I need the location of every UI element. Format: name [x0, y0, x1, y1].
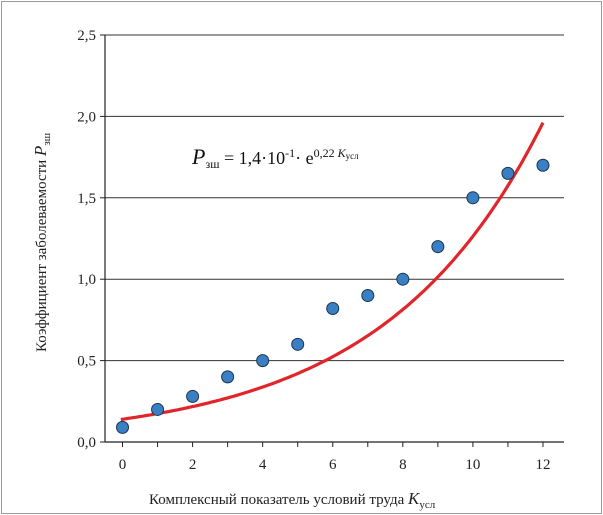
data-point	[326, 302, 340, 316]
y-tick-label: 1,0	[77, 272, 96, 288]
data-point	[256, 354, 270, 368]
x-tick-label: 10	[465, 457, 480, 473]
data-point	[536, 158, 550, 172]
equation-rhs-exponent: -1	[285, 146, 295, 160]
data-point	[291, 337, 305, 351]
data-point	[396, 272, 410, 286]
x-tick-label: 0	[119, 457, 127, 473]
y-tick-label: 2,0	[77, 109, 96, 125]
trend-line-series	[120, 121, 545, 422]
y-axis-label: Коэффициент заболеваемости	[34, 160, 50, 352]
y-tick-label: 0,0	[77, 435, 96, 451]
x-axis-title: Комплексный показатель условий труда Kус…	[149, 489, 436, 511]
x-axis-subscript: усл	[419, 499, 435, 511]
data-point	[501, 166, 515, 180]
grid-lines	[105, 34, 564, 362]
data-point	[186, 389, 200, 403]
y-axis-title: Коэффициент заболеваемости Pзш	[31, 132, 53, 352]
y-tick-label: 1,5	[77, 191, 96, 207]
data-point	[466, 191, 480, 205]
data-point	[116, 420, 130, 434]
y-axis-subscript: зш	[41, 132, 53, 145]
equation-lhs-subscript: зш	[205, 157, 220, 171]
equation-lhs-symbol: P	[191, 144, 205, 169]
x-tick-label: 2	[189, 457, 197, 473]
equation-rhs-prefix: = 1,4·10	[219, 148, 285, 168]
tick-labels: 0,0 0,5 1,0 1,5 2,0 2,5 0 2 4 6 8 10 12	[77, 28, 550, 473]
x-axis-label: Комплексный показатель условий труда	[149, 492, 405, 508]
equation-rhs-mid: · e	[295, 148, 313, 168]
y-tick-label: 2,5	[77, 28, 96, 44]
x-tick-label: 6	[329, 457, 337, 473]
data-point	[361, 288, 375, 302]
x-tick-label: 12	[535, 457, 550, 473]
equation-power-symbol: K	[337, 146, 347, 160]
trend-equation: Pзш = 1,4·10-1· e0,22 Kусл	[191, 144, 359, 171]
y-axis-symbol: P	[31, 146, 50, 157]
data-point	[431, 240, 445, 254]
data-point	[151, 402, 165, 416]
equation-power-subscript: усл	[346, 151, 359, 161]
data-point	[221, 370, 235, 384]
equation-power: 0,22	[314, 146, 338, 160]
x-axis-symbol: K	[407, 489, 421, 508]
x-tick-label: 4	[259, 457, 267, 473]
data-points-series	[116, 158, 550, 434]
x-tick-label: 8	[399, 457, 407, 473]
axes	[100, 34, 564, 447]
y-tick-label: 0,5	[77, 354, 96, 370]
trend-curve	[120, 121, 545, 422]
